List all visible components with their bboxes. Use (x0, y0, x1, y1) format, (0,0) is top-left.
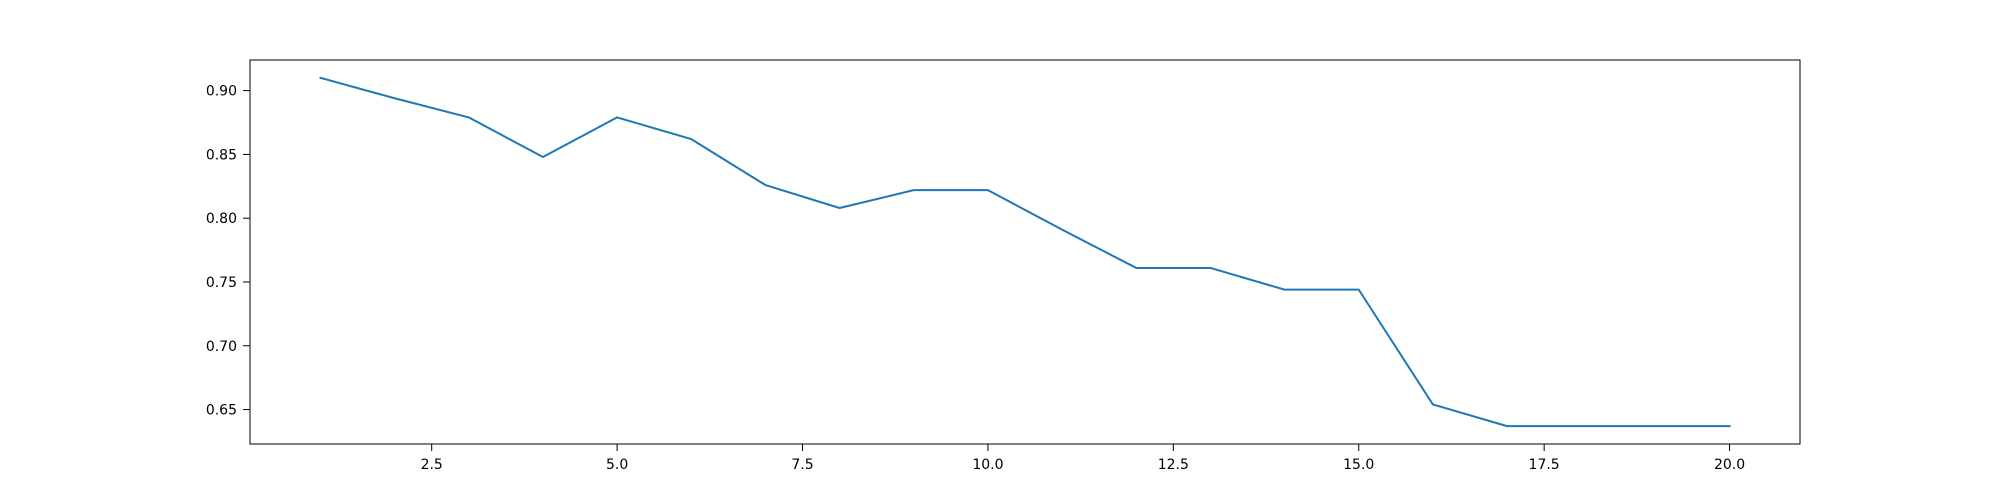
x-tick-label: 20.0 (1714, 457, 1745, 473)
x-tick-label: 15.0 (1343, 457, 1374, 473)
y-tick-label: 0.65 (206, 403, 237, 419)
x-tick-label: 7.5 (791, 457, 813, 473)
y-tick-label: 0.75 (206, 275, 237, 291)
axes-frame (249, 59, 1801, 445)
x-tick-label: 5.0 (606, 457, 628, 473)
y-tick-label: 0.90 (206, 84, 237, 100)
x-tick-label: 10.0 (972, 457, 1003, 473)
x-tick-label: 12.5 (1158, 457, 1189, 473)
plot-area (249, 59, 1801, 445)
x-axis: 2.5 5.0 7.5 10.0 12.5 15.0 17.5 20.0 (421, 444, 1745, 473)
series-layer (319, 76, 1731, 428)
x-tick-label: 2.5 (421, 457, 443, 473)
y-tick-label: 0.80 (206, 211, 237, 227)
y-tick-label: 0.85 (206, 147, 237, 163)
series-line-0 (319, 76, 1731, 428)
y-tick-label: 0.70 (206, 339, 237, 355)
x-tick-label: 17.5 (1529, 457, 1560, 473)
y-axis: 0.65 0.70 0.75 0.80 0.85 0.90 (206, 84, 250, 419)
